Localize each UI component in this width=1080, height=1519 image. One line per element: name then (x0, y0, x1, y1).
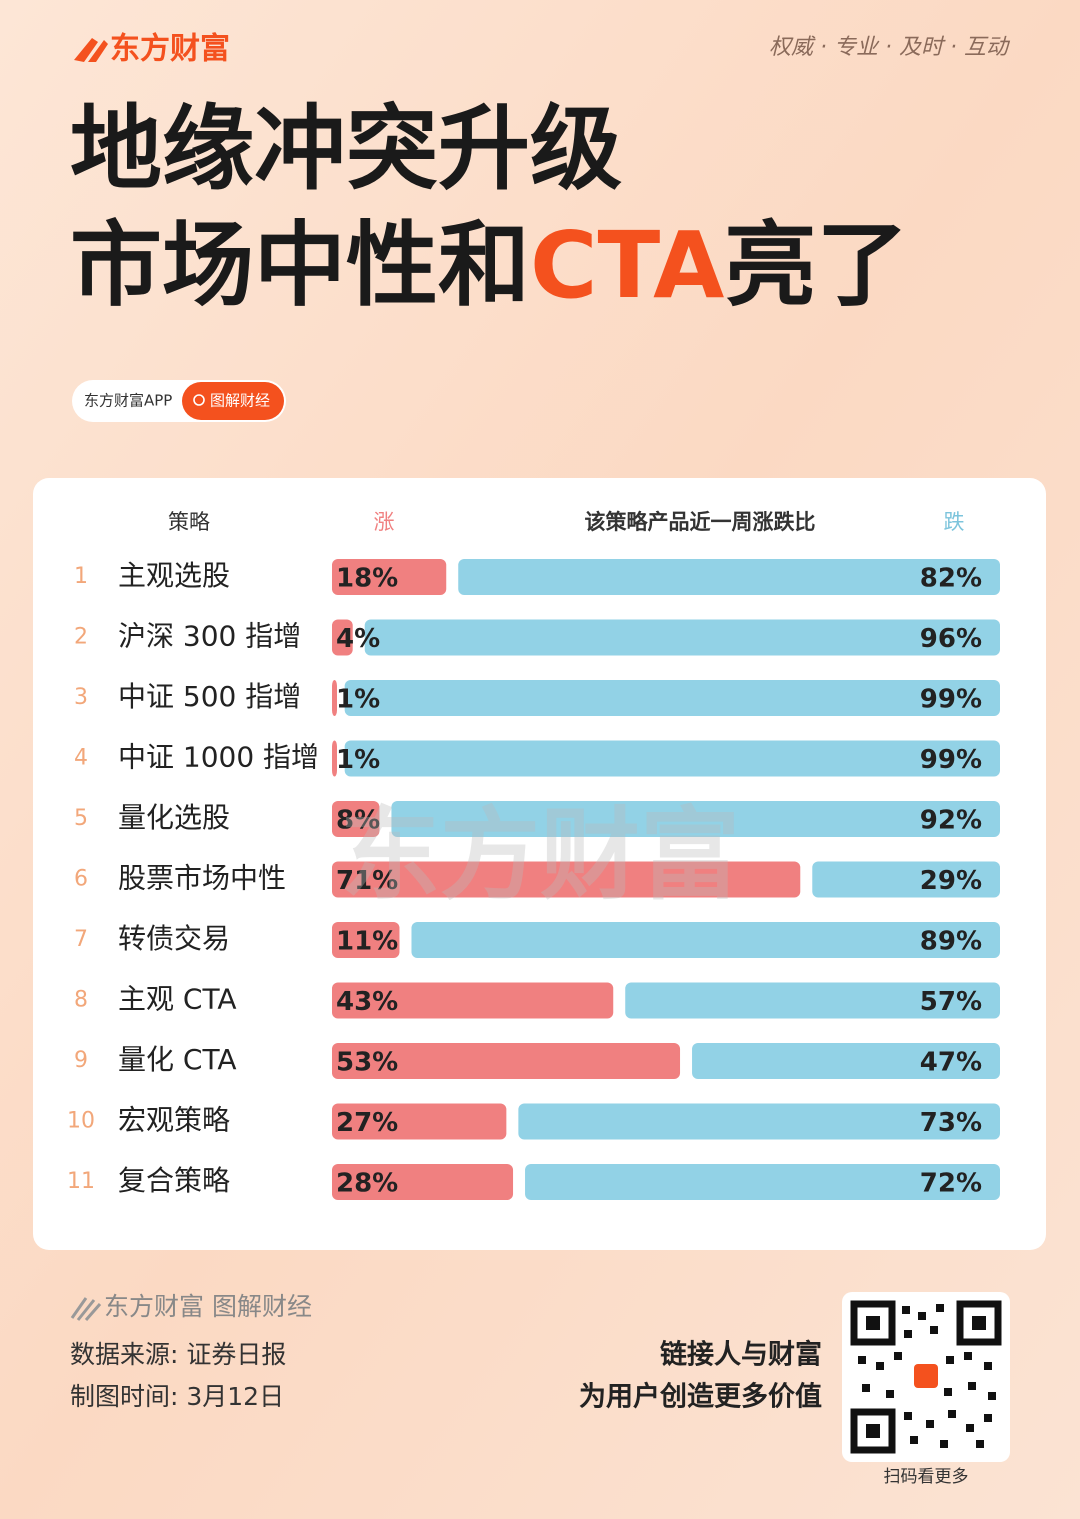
bar-down (518, 1103, 1000, 1140)
bar-down (391, 801, 1000, 837)
value-label-up: 53% (336, 1048, 398, 1078)
search-button-label: 图解财经 (210, 392, 270, 410)
motto: 为用户创造更多价值 (579, 1381, 822, 1413)
value-label-down: 73% (920, 1108, 982, 1138)
legend-down: 跌 (944, 510, 965, 534)
category-label: 宏观策略 (118, 1104, 230, 1137)
bar-up (332, 559, 447, 595)
bar-up (332, 861, 801, 898)
headline-line1: 地缘冲突升级 (70, 95, 622, 202)
value-label-down: 29% (920, 866, 982, 896)
bar-up (332, 1103, 507, 1140)
value-label-up: 1% (336, 685, 380, 715)
category-label: 转债交易 (118, 922, 230, 955)
rank: 10 (67, 1109, 95, 1134)
value-label-down: 96% (920, 624, 982, 654)
legend-up: 涨 (374, 510, 395, 534)
rank: 7 (74, 927, 88, 952)
source: 数据来源: 证券日报 (70, 1340, 286, 1369)
bar-up (332, 680, 337, 716)
rank: 8 (74, 988, 88, 1013)
value-label-down: 99% (920, 745, 982, 775)
value-label-down: 82% (920, 564, 982, 594)
bar-up (332, 922, 400, 958)
category-label: 主观 CTA (118, 983, 237, 1016)
category-label: 中证 1000 指增 (118, 741, 319, 774)
value-label-up: 18% (336, 564, 398, 594)
bar-up (332, 740, 337, 777)
qr-code (842, 1292, 1010, 1462)
search-icon (193, 394, 205, 406)
headline-part: 市场中性和 (70, 212, 530, 319)
rank: 5 (74, 806, 88, 831)
category-label: 中证 500 指增 (118, 680, 301, 713)
value-label-up: 28% (336, 1169, 398, 1199)
bar-down (344, 680, 1000, 716)
headline-line2: 市场中性和CTA亮了 (70, 212, 908, 319)
category-label: 股票市场中性 (118, 862, 286, 895)
rank: 3 (74, 685, 88, 710)
bar-down (625, 982, 1000, 1019)
category-header: 策略 (168, 510, 210, 534)
rank: 1 (74, 564, 88, 589)
brand-logo (74, 38, 108, 62)
value-label-down: 99% (920, 685, 982, 715)
category-label: 沪深 300 指增 (118, 620, 301, 653)
value-label-up: 11% (336, 927, 398, 957)
bar-down (525, 1164, 1000, 1200)
bar-up (332, 619, 353, 656)
bar-up (332, 801, 380, 837)
brand: 东方财富 (110, 32, 230, 67)
rank: 4 (74, 746, 88, 771)
category-label: 复合策略 (118, 1164, 230, 1197)
watermark: 东方财富 (340, 796, 740, 913)
bar-up (332, 1043, 681, 1079)
motto: 链接人与财富 (660, 1339, 822, 1371)
headline-part: 亮了 (724, 212, 908, 319)
bar-down (812, 861, 1000, 898)
value-label-up: 27% (336, 1108, 398, 1138)
value-label-up: 8% (336, 806, 380, 836)
bar-down (692, 1043, 1000, 1079)
slogan: 权威 · 专业 · 及时 · 互动 (769, 35, 1011, 60)
bar-up (332, 982, 614, 1019)
value-label-up: 1% (336, 745, 380, 775)
value-label-up: 43% (336, 987, 398, 1017)
date: 制图时间: 3月12日 (70, 1382, 284, 1411)
footer-brand: 东方财富 图解财经 (104, 1292, 312, 1321)
headline-accent: CTA (530, 212, 724, 319)
category-label: 量化 CTA (118, 1043, 237, 1076)
rank: 11 (67, 1169, 95, 1194)
value-label-down: 89% (920, 927, 982, 957)
bar-down (344, 740, 1000, 777)
value-label-up: 71% (336, 866, 398, 896)
bar-up (332, 1164, 514, 1200)
rank: 2 (74, 625, 88, 650)
value-label-down: 57% (920, 987, 982, 1017)
search-app: 东方财富APP (84, 392, 172, 410)
chart-title: 该策略产品近一周涨跌比 (585, 510, 816, 534)
rank: 6 (74, 867, 88, 892)
value-label-down: 47% (920, 1048, 982, 1078)
bar-down (458, 559, 1000, 595)
qr-caption: 扫码看更多 (884, 1467, 969, 1487)
bar-down (364, 619, 1001, 656)
bar-down (411, 922, 1001, 958)
footer-logo (70, 1297, 102, 1321)
category-label: 量化选股 (118, 801, 230, 834)
value-label-up: 4% (336, 624, 380, 654)
value-label-down: 92% (920, 806, 982, 836)
value-label-down: 72% (920, 1169, 982, 1199)
search-button[interactable] (182, 382, 284, 420)
rank: 9 (74, 1048, 88, 1073)
category-label: 主观选股 (118, 559, 230, 592)
